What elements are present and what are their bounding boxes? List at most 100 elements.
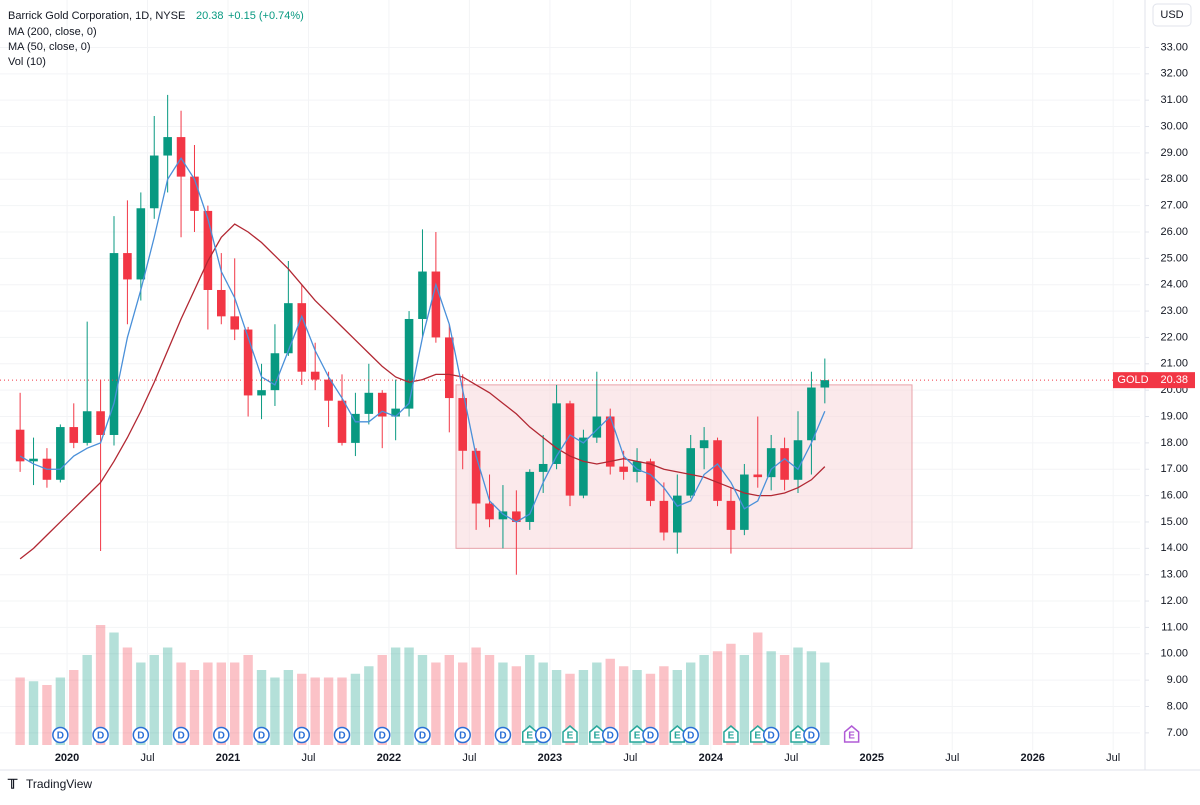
event-label: D [768, 731, 775, 742]
event-marker [494, 726, 512, 744]
candle-body [337, 400, 347, 443]
candle-body [29, 458, 38, 462]
event-marker [213, 726, 230, 744]
volume-bar [15, 677, 25, 745]
volume-bar [538, 662, 548, 745]
event-label: D [137, 731, 144, 742]
event-marker [333, 726, 351, 744]
candle-body [136, 208, 146, 280]
candle-body [69, 427, 79, 443]
volume-bar [739, 655, 750, 745]
candle-body [404, 318, 414, 409]
candle-body [552, 403, 561, 464]
volume-bar [337, 677, 347, 745]
candle-body [284, 303, 293, 354]
volume-bar [712, 651, 723, 745]
moving-average-line [19, 223, 826, 560]
x-tick-label: 2025 [860, 752, 884, 764]
y-tick-label: 17.00 [1160, 463, 1188, 475]
y-tick-label: 19.00 [1160, 410, 1188, 422]
event-label: D [298, 731, 305, 742]
volume-bar [82, 655, 92, 745]
volume-bar [404, 647, 414, 745]
candle-body [632, 461, 642, 472]
y-tick-label: 24.00 [1160, 279, 1188, 291]
event-marker [723, 725, 739, 743]
event-label: E [728, 731, 735, 742]
volume-bar [95, 625, 106, 745]
y-tick-label: 30.00 [1160, 120, 1188, 132]
volume-bar [189, 670, 200, 745]
y-tick-label: 22.00 [1160, 331, 1188, 343]
x-tick-label: Jul [623, 752, 637, 764]
background-layer [0, 0, 1140, 750]
volume-bar [820, 662, 830, 745]
y-tick-label: 29.00 [1160, 147, 1188, 159]
axis-layer: USD 7.00 8.00 9.00 10.00 11.00 12.00 13.00 14.0… [0, 0, 1200, 771]
volume-bar [109, 632, 119, 745]
event-marker [172, 726, 190, 744]
y-tick-label: 25.00 [1160, 252, 1188, 264]
x-tick-label: Jul [1106, 752, 1120, 764]
volume-bar [632, 670, 642, 745]
legend-volume: Vol (10) [8, 56, 46, 68]
candle-body [203, 210, 213, 290]
x-tick-label: Jul [784, 752, 798, 764]
volume-bar [471, 647, 481, 745]
y-tick-label: 33.00 [1160, 41, 1188, 53]
candle-body [377, 392, 387, 417]
volume-bar [605, 658, 615, 745]
event-label: D [540, 731, 547, 742]
candle-body [391, 408, 400, 417]
candle-body [230, 316, 239, 330]
event-label: D [379, 731, 386, 742]
volume-bar [645, 673, 656, 745]
candle-body [686, 448, 695, 496]
y-tick-label: 31.00 [1160, 94, 1188, 106]
candle-body [713, 440, 722, 501]
event-label: E [526, 731, 533, 742]
candle-body [15, 429, 25, 462]
volume-bar [753, 632, 763, 745]
event-label: D [419, 731, 426, 742]
y-tick-label: 28.00 [1160, 173, 1188, 185]
event-label: D [258, 731, 265, 742]
event-label: E [593, 731, 600, 742]
candle-body [82, 411, 92, 443]
candle-body [190, 176, 199, 211]
event-marker [132, 726, 150, 744]
y-tick-label: 21.00 [1160, 358, 1188, 370]
volume-bar [686, 662, 696, 745]
y-tick-label: 16.00 [1160, 490, 1188, 502]
y-tick-label: 11.00 [1161, 621, 1188, 633]
candle-body [740, 474, 749, 530]
event-marker [534, 726, 552, 744]
event-label: E [567, 731, 574, 742]
event-marker [803, 726, 820, 744]
event-marker [253, 726, 270, 744]
x-tick-label: Jul [301, 752, 315, 764]
x-tick-label: Jul [945, 752, 959, 764]
x-tick-label: 2023 [538, 752, 562, 764]
volume-bar [243, 655, 253, 745]
last-price: 20.38 [196, 10, 224, 22]
legend-ma50: MA (50, close, 0) [8, 41, 91, 53]
event-label: D [97, 731, 104, 742]
x-tick-label: 2021 [216, 752, 240, 764]
candle-body [445, 337, 454, 399]
candle-body [565, 403, 575, 496]
y-tick-label: 13.00 [1160, 569, 1188, 581]
volume-bar [525, 655, 535, 745]
currency-button[interactable] [1152, 3, 1192, 27]
event-label: D [808, 731, 815, 742]
volume-bar [551, 670, 562, 745]
candle-body [793, 440, 803, 480]
volume-bar [149, 655, 159, 745]
volume-bar [203, 662, 213, 745]
candle-body [807, 387, 816, 441]
event-label: E [795, 731, 802, 742]
legend-ma200: MA (200, close, 0) [8, 26, 97, 38]
volume-bar [417, 655, 428, 745]
y-tick-label: 8.00 [1167, 700, 1188, 712]
candle-body [297, 303, 307, 372]
